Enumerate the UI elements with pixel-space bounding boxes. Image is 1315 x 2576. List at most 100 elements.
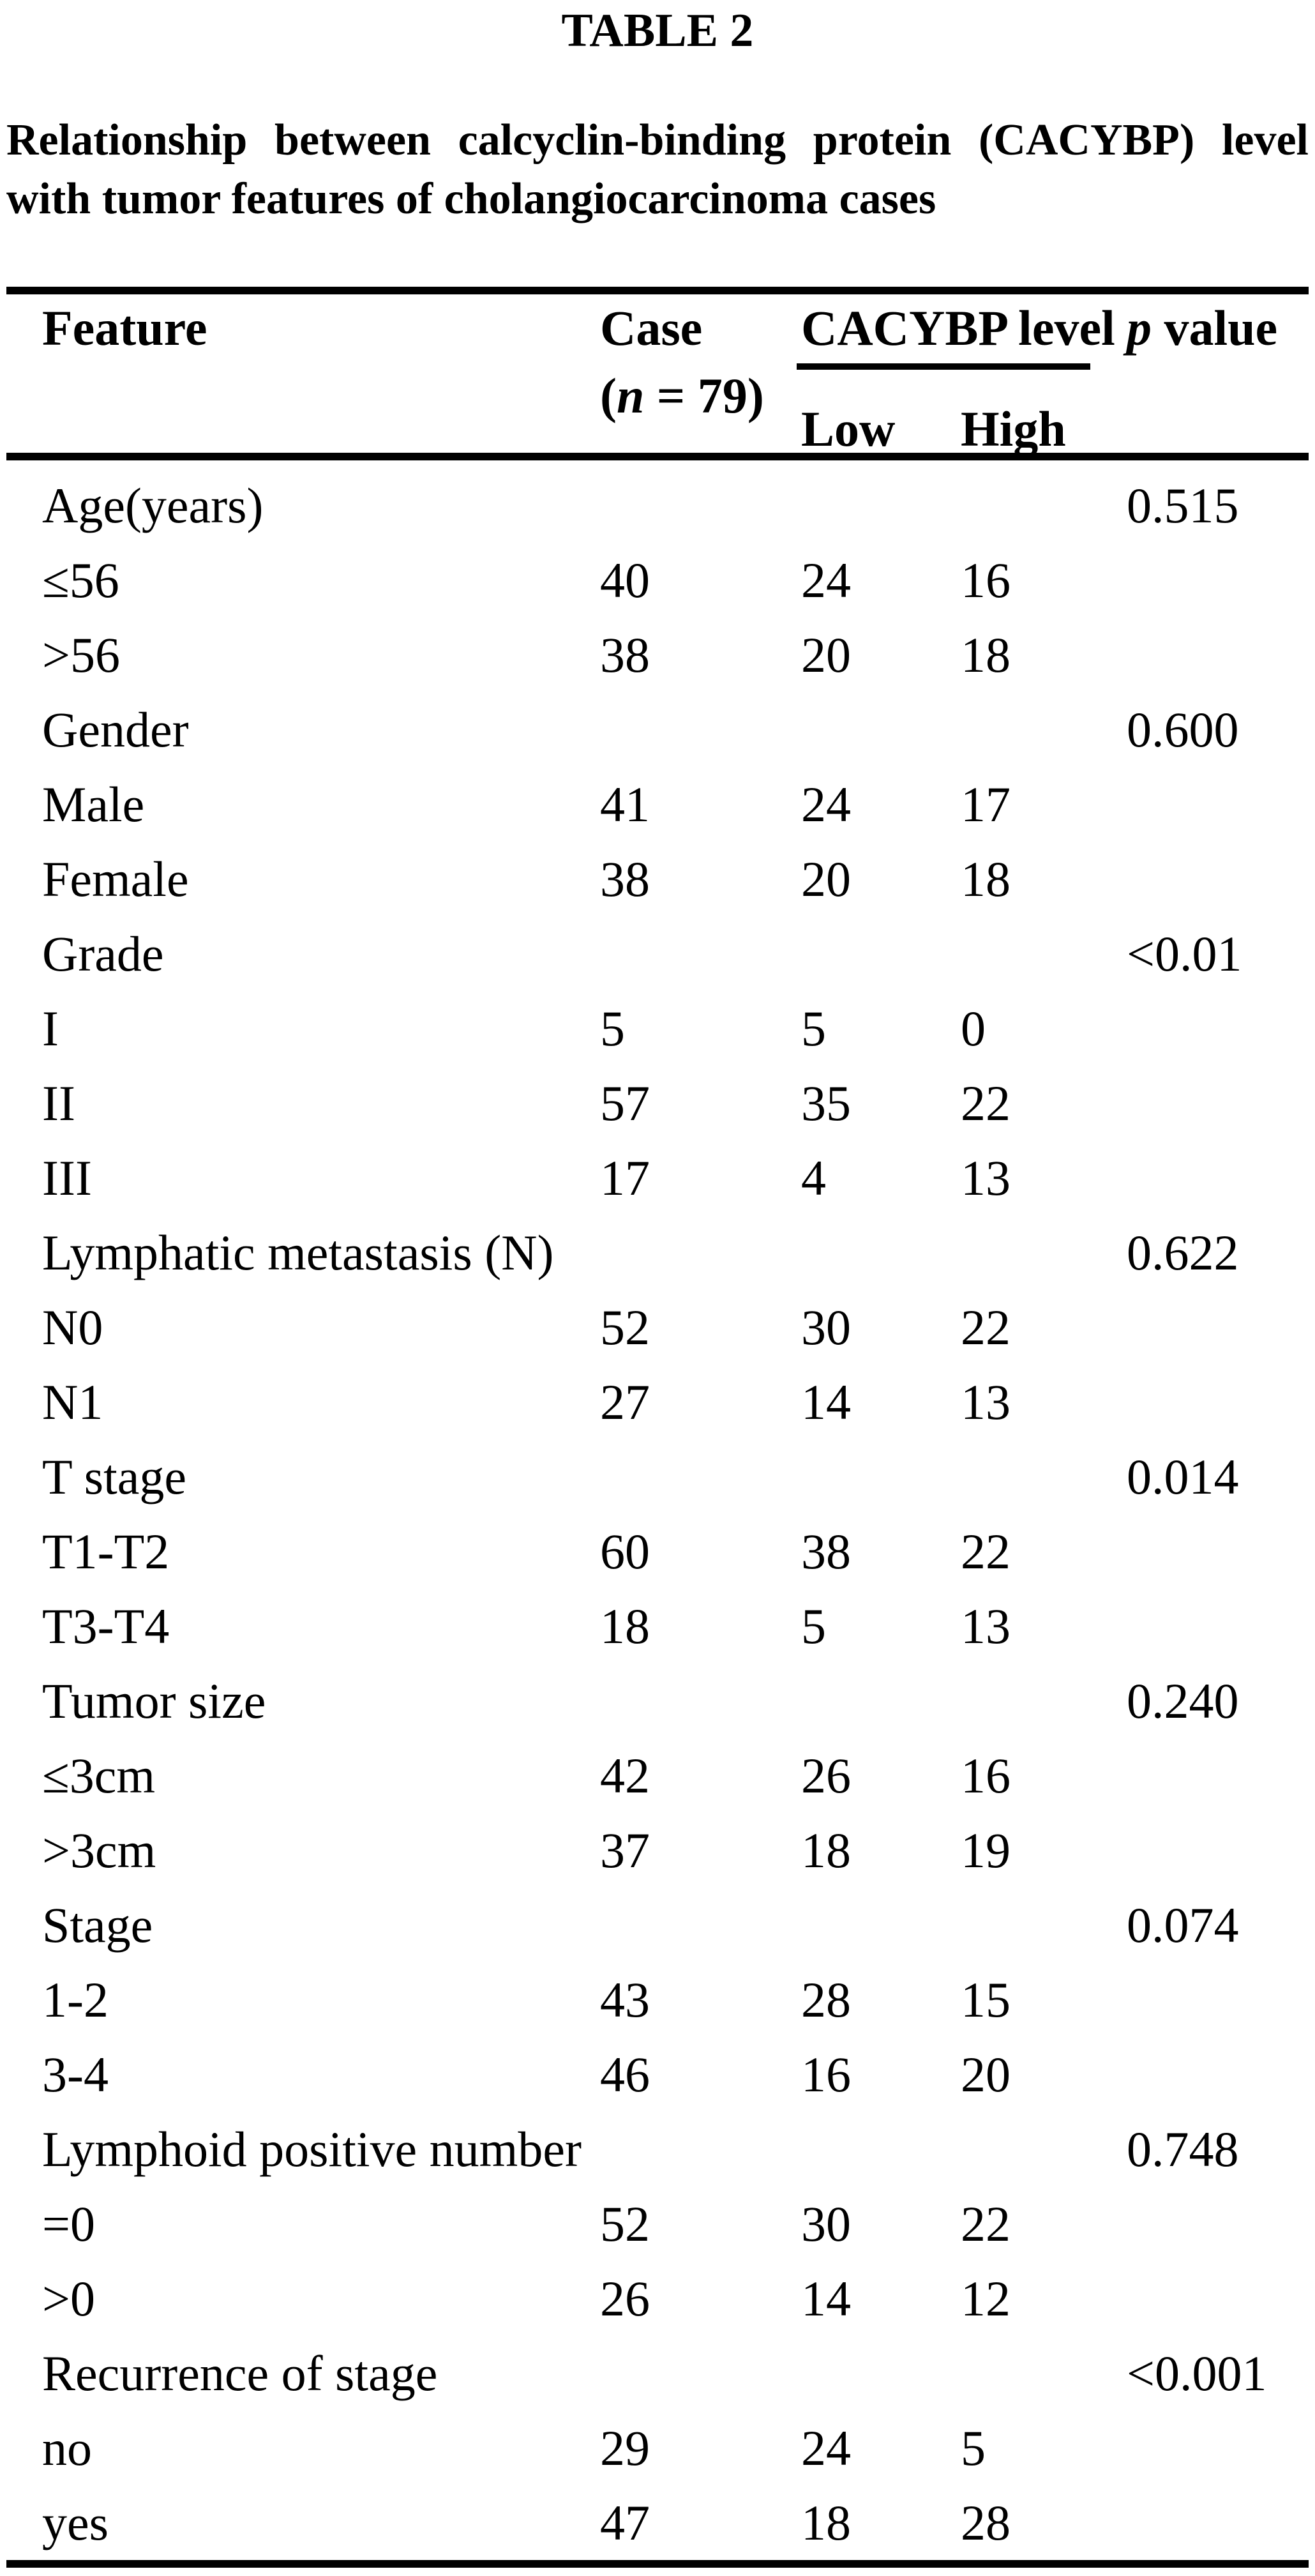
table-row: Recurrence of stage <0.001 (6, 2336, 1309, 2411)
cell-low: 18 (801, 2494, 851, 2550)
cell-case: 52 (600, 2195, 650, 2252)
cell-low: 30 (801, 2195, 851, 2252)
cell-high: 16 (961, 1747, 1011, 1803)
table-row: =0 52 30 22 (6, 2186, 1309, 2261)
table-row: Age(years) 0.515 (6, 468, 1309, 543)
cell-low: 18 (801, 1822, 851, 1878)
table-row: N1 27 14 13 (6, 1365, 1309, 1439)
cell-feature: Tumor size (42, 1672, 266, 1729)
cell-feature: II (42, 1075, 75, 1131)
table-row: no 29 24 5 (6, 2411, 1309, 2485)
cell-high: 28 (961, 2494, 1011, 2550)
cell-high: 16 (961, 552, 1011, 608)
cell-feature: >56 (42, 626, 120, 683)
cell-feature: I (42, 1000, 59, 1056)
cell-feature: T3-T4 (42, 1598, 170, 1654)
header-high: High (961, 401, 1066, 457)
cell-feature: Lymphoid positive number (42, 2121, 582, 2177)
cell-low: 5 (801, 1598, 826, 1654)
cell-case: 41 (600, 776, 650, 832)
table-row: Gender 0.600 (6, 692, 1309, 767)
cell-high: 15 (961, 1971, 1011, 2027)
header-p-rest: value (1152, 300, 1278, 356)
cell-high: 22 (961, 1075, 1011, 1131)
cell-case: 18 (600, 1598, 650, 1654)
cell-feature: yes (42, 2494, 109, 2550)
cell-case: 17 (600, 1149, 650, 1206)
table-row: Grade <0.01 (6, 916, 1309, 991)
cell-feature: III (42, 1149, 92, 1206)
page-title: TABLE 2 (561, 4, 754, 57)
cell-feature: Stage (42, 1897, 153, 1953)
cell-p: 0.748 (1127, 2121, 1239, 2177)
cell-case: 29 (600, 2420, 650, 2476)
cell-feature: ≤56 (42, 552, 119, 608)
cell-high: 18 (961, 851, 1011, 907)
table-row: 1-2 43 28 15 (6, 1962, 1309, 2037)
cell-low: 26 (801, 1747, 851, 1803)
header-case-n: (n = 79) (600, 371, 764, 421)
cell-p: 0.622 (1127, 1224, 1239, 1280)
cell-case: 38 (600, 626, 650, 683)
cell-feature: =0 (42, 2195, 95, 2252)
caption-line-1: Relationship between calcyclin-binding p… (6, 116, 1309, 165)
table-header: Feature Case (n = 79) CACYBP level Low H… (6, 294, 1309, 460)
cell-feature: ≤3cm (42, 1747, 156, 1803)
cell-case: 57 (600, 1075, 650, 1131)
cell-feature: no (42, 2420, 92, 2476)
cell-feature: Recurrence of stage (42, 2345, 438, 2401)
cell-case: 42 (600, 1747, 650, 1803)
cell-case: 37 (600, 1822, 650, 1878)
cell-low: 5 (801, 1000, 826, 1056)
cell-p: 0.074 (1127, 1897, 1239, 1953)
cell-case: 5 (600, 1000, 625, 1056)
cell-low: 30 (801, 1299, 851, 1355)
cell-case: 46 (600, 2046, 650, 2102)
header-case-n-rest: = 79) (644, 368, 764, 423)
table-row: N0 52 30 22 (6, 1290, 1309, 1365)
header-p-var: p (1127, 300, 1152, 356)
table-row: ≤56 40 24 16 (6, 543, 1309, 617)
cell-low: 16 (801, 2046, 851, 2102)
cell-case: 47 (600, 2494, 650, 2550)
cell-high: 12 (961, 2270, 1011, 2326)
cell-feature: Age(years) (42, 477, 264, 533)
table-row: 3-4 46 16 20 (6, 2037, 1309, 2112)
cell-high: 13 (961, 1598, 1011, 1654)
table-body: Age(years) 0.515 ≤56 40 24 16 >56 38 20 18 Gender 0… (6, 460, 1309, 2560)
cell-feature: >0 (42, 2270, 95, 2326)
header-p-value: p value (1127, 303, 1277, 353)
table-row: T stage 0.014 (6, 1439, 1309, 1514)
table-row: Tumor size 0.240 (6, 1663, 1309, 1738)
cell-feature: >3cm (42, 1822, 156, 1878)
cell-p: 0.515 (1127, 477, 1239, 533)
table-row: Lymphoid positive number 0.748 (6, 2112, 1309, 2186)
cell-low: 24 (801, 776, 851, 832)
cell-feature: Gender (42, 701, 189, 757)
cell-high: 13 (961, 1374, 1011, 1430)
table-row: ≤3cm 42 26 16 (6, 1738, 1309, 1813)
cell-feature: N0 (42, 1299, 103, 1355)
table-row: T3-T4 18 5 13 (6, 1589, 1309, 1663)
cell-low: 38 (801, 1523, 851, 1579)
cell-low: 20 (801, 851, 851, 907)
cell-case: 26 (600, 2270, 650, 2326)
table-row: Stage 0.074 (6, 1888, 1309, 1962)
cell-case: 40 (600, 552, 650, 608)
cell-high: 20 (961, 2046, 1011, 2102)
cell-low: 4 (801, 1149, 826, 1206)
header-case: Case (600, 300, 703, 356)
header-case-n-var: n (616, 368, 645, 423)
cell-feature: T stage (42, 1448, 187, 1504)
table-row: >56 38 20 18 (6, 617, 1309, 692)
cell-high: 13 (961, 1149, 1011, 1206)
cell-p: 0.600 (1127, 701, 1239, 757)
cell-low: 35 (801, 1075, 851, 1131)
table-caption: Relationship between calcyclin-binding p… (6, 111, 1309, 229)
cell-feature: T1-T2 (42, 1523, 170, 1579)
table-row: III 17 4 13 (6, 1140, 1309, 1215)
cell-feature: Grade (42, 925, 164, 981)
table-row: >0 26 14 12 (6, 2261, 1309, 2336)
table-row: T1-T2 60 38 22 (6, 1514, 1309, 1589)
cell-p: 0.014 (1127, 1448, 1239, 1504)
